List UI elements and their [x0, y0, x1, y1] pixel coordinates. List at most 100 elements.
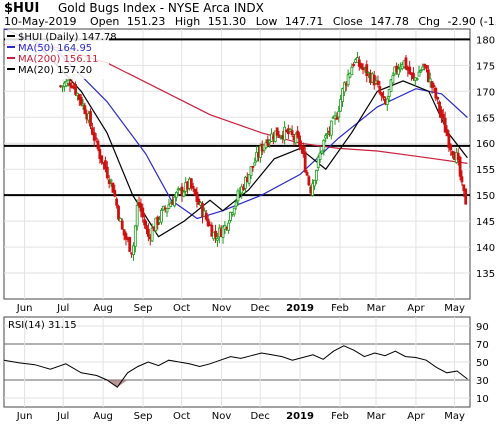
- candle-down: [301, 146, 305, 155]
- rsi-x-tick-label: Dec: [250, 411, 269, 422]
- rsi-y-tick-label: 50: [476, 358, 489, 369]
- price-x-tick-label: Feb: [331, 303, 349, 314]
- rsi-x-tick-label: May: [444, 411, 465, 422]
- candle-up: [118, 218, 122, 222]
- candle-up: [234, 201, 238, 207]
- candle-down: [197, 198, 201, 205]
- rsi-line: [3, 345, 468, 388]
- candle-up: [318, 152, 322, 160]
- candle-down: [74, 84, 77, 95]
- candle-up: [329, 120, 333, 136]
- rsi-y-tick-label: 90: [476, 322, 489, 333]
- candle-up: [421, 66, 425, 70]
- candle-down: [141, 207, 145, 218]
- rsi-x-tick-label: 2019: [286, 411, 314, 422]
- candle-up: [132, 245, 135, 256]
- candle-down: [412, 72, 415, 79]
- candle-up: [311, 183, 315, 196]
- candle-down: [90, 127, 94, 135]
- legend-ma20-label: MA(20) 157.20: [18, 65, 92, 76]
- rsi-x-tick-label: Jun: [16, 411, 33, 422]
- price-y-tick-label: 155: [476, 165, 495, 176]
- candle-down: [303, 151, 307, 173]
- candle-up: [133, 225, 137, 247]
- candle-up: [294, 133, 298, 144]
- candle-down: [352, 64, 356, 66]
- candle-down: [432, 85, 436, 88]
- price-x-tick-label: May: [444, 303, 465, 314]
- candle-down: [100, 155, 104, 163]
- price-y-tick-label: 140: [476, 243, 495, 254]
- candle-down: [214, 230, 217, 238]
- candle-up: [324, 135, 328, 139]
- quote-low-label: Low: [256, 15, 278, 28]
- candle-down: [430, 81, 434, 88]
- candle-down: [434, 87, 438, 99]
- candle-up: [150, 227, 154, 242]
- price-y-tick-label: 175: [476, 61, 495, 72]
- price-x-tick-label: Jul: [56, 303, 69, 314]
- candle-down: [445, 129, 449, 137]
- candle-down: [357, 59, 361, 67]
- candle-down: [117, 205, 120, 220]
- rsi-x-tick-label: Sep: [134, 411, 153, 422]
- candle-down: [201, 203, 204, 218]
- candle-up: [109, 179, 113, 182]
- legend-ma50: MA(50) 164.95: [7, 43, 92, 54]
- candle-down: [378, 86, 382, 94]
- rsi-x-tick-label: Apr: [407, 411, 425, 422]
- rsi-x-tick-label: Nov: [212, 411, 232, 422]
- candle-up: [258, 145, 262, 158]
- candle-up: [397, 68, 400, 75]
- price-legend-box: [5, 30, 109, 79]
- candle-down: [146, 228, 150, 237]
- price-x-tick-label: 2019: [286, 303, 314, 314]
- candle-up: [247, 174, 251, 184]
- candle-up: [253, 162, 257, 166]
- ma50-line: [3, 28, 468, 220]
- candle-down: [105, 166, 109, 179]
- candle-down: [113, 189, 117, 197]
- price-y-axis: 135 140 145 150 155 160 165 170 175 180: [476, 35, 495, 280]
- candle-down: [361, 68, 365, 71]
- quote-open-label: Open: [90, 15, 119, 28]
- candle-up: [66, 79, 70, 84]
- candle-up: [346, 74, 350, 86]
- candle-down: [456, 152, 460, 160]
- candle-down: [70, 85, 74, 88]
- price-y-tick-label: 145: [476, 217, 495, 228]
- legend-ma200: MA(200) 156.11: [7, 54, 99, 65]
- price-x-tick-label: Nov: [212, 303, 232, 314]
- candle-up: [221, 226, 225, 238]
- quote-date: 10-May-2019: [4, 15, 76, 28]
- rsi-oversold-fill: [117, 380, 128, 388]
- candle-up: [391, 75, 395, 84]
- candle-down: [98, 149, 102, 159]
- candle-up: [227, 222, 231, 231]
- quote-high: 151.30: [208, 15, 247, 28]
- legend-ma50-label: MA(50) 164.95: [18, 43, 92, 54]
- price-x-tick-label: Jun: [16, 303, 33, 314]
- candle-down: [94, 137, 98, 140]
- candle-down: [204, 212, 208, 220]
- candle-down: [92, 132, 96, 141]
- candle-down: [83, 105, 87, 115]
- candle-down: [307, 176, 311, 186]
- ma20-line: [42, 49, 468, 238]
- quote-chg: -2.90 (-1.93%): [447, 15, 496, 28]
- rsi-y-tick-label: 10: [476, 394, 489, 405]
- price-y-tick-label: 150: [476, 191, 495, 202]
- price-y-tick-label: 135: [476, 269, 495, 280]
- candle-down: [120, 220, 124, 230]
- candle-down: [460, 176, 464, 183]
- chart-symbol: $HUI: [4, 1, 39, 16]
- rsi-legend-label: RSI(14) 31.15: [8, 320, 77, 331]
- rsi-x-tick-label: Oct: [173, 411, 190, 422]
- candle-up: [174, 192, 178, 198]
- candle-down: [124, 233, 128, 240]
- candle-up: [322, 139, 326, 151]
- price-y-tick-label: 160: [476, 139, 495, 150]
- candle-down: [290, 130, 294, 136]
- candle-down: [372, 74, 376, 86]
- candle-down: [426, 69, 430, 83]
